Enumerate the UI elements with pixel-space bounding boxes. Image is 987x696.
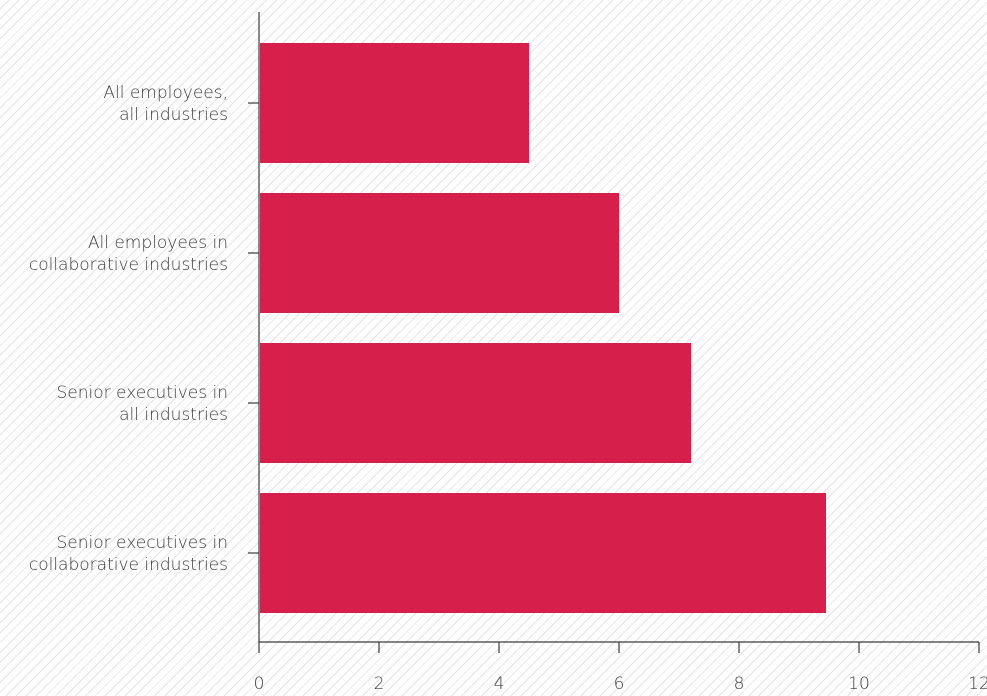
category-label: collaborative industries bbox=[29, 255, 228, 275]
bar bbox=[260, 43, 529, 163]
x-tick-label: 12 bbox=[968, 674, 987, 694]
category-label: All employees in bbox=[88, 233, 228, 253]
x-tick-label: 6 bbox=[614, 674, 625, 694]
category-label: All employees, bbox=[103, 83, 228, 103]
category-label: Senior executives in bbox=[57, 533, 229, 553]
category-label: collaborative industries bbox=[29, 555, 228, 575]
axis-layer bbox=[248, 12, 980, 653]
x-tick-label: 4 bbox=[494, 674, 505, 694]
bar bbox=[260, 343, 691, 463]
x-tick-label: 10 bbox=[848, 674, 870, 694]
bars-layer bbox=[260, 43, 826, 613]
category-label: Senior executives in bbox=[57, 383, 229, 403]
bar bbox=[260, 493, 826, 613]
bar bbox=[260, 193, 619, 313]
x-tick-label: 8 bbox=[734, 674, 745, 694]
x-tick-label: 0 bbox=[254, 674, 265, 694]
category-label: all industries bbox=[119, 405, 228, 425]
category-label: all industries bbox=[119, 105, 228, 125]
x-tick-label: 2 bbox=[374, 674, 385, 694]
